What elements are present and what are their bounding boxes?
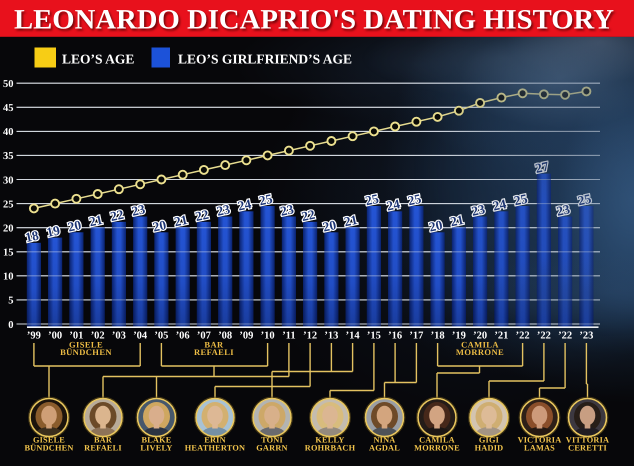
svg-text:20: 20 — [66, 217, 82, 235]
svg-text:20: 20 — [151, 217, 167, 235]
svg-text:’00: ’00 — [48, 330, 62, 341]
svg-text:NINA: NINA — [373, 436, 395, 445]
svg-text:REFAELI: REFAELI — [194, 347, 234, 357]
svg-text:HEATHERTON: HEATHERTON — [185, 444, 245, 453]
svg-text:’03: ’03 — [112, 330, 126, 341]
svg-text:20: 20 — [321, 217, 337, 235]
svg-text:REFAELI: REFAELI — [84, 444, 122, 453]
svg-text:40: 40 — [3, 127, 14, 138]
svg-text:BAR: BAR — [204, 339, 224, 349]
svg-text:LEO’S GIRLFRIEND’S AGE: LEO’S GIRLFRIEND’S AGE — [178, 51, 352, 66]
svg-text:HADID: HADID — [475, 444, 504, 453]
svg-text:GISELE: GISELE — [33, 436, 65, 445]
svg-text:25: 25 — [576, 191, 592, 209]
svg-text:’18: ’18 — [431, 330, 445, 341]
svg-text:GISELE: GISELE — [69, 339, 103, 349]
svg-text:’14: ’14 — [346, 330, 361, 341]
svg-text:GIGI: GIGI — [479, 436, 499, 445]
svg-text:21: 21 — [173, 212, 189, 229]
svg-text:’22: ’22 — [558, 330, 572, 341]
svg-text:’08: ’08 — [218, 330, 232, 341]
svg-text:35: 35 — [3, 151, 14, 162]
svg-text:21: 21 — [449, 212, 465, 229]
svg-text:24: 24 — [385, 196, 401, 214]
svg-text:27: 27 — [534, 158, 550, 176]
svg-text:’21: ’21 — [494, 330, 508, 341]
svg-text:’01: ’01 — [69, 330, 83, 341]
svg-text:25: 25 — [3, 199, 14, 210]
svg-text:’07: ’07 — [197, 330, 211, 341]
svg-text:CAMILA: CAMILA — [461, 339, 499, 349]
svg-text:’11: ’11 — [282, 330, 295, 341]
svg-text:22: 22 — [109, 207, 125, 225]
svg-text:23: 23 — [215, 201, 231, 219]
svg-text:24: 24 — [491, 196, 507, 214]
svg-text:5: 5 — [8, 296, 13, 307]
svg-text:BLAKE: BLAKE — [141, 436, 171, 445]
svg-text:GARRN: GARRN — [256, 444, 287, 453]
svg-text:50: 50 — [3, 79, 14, 90]
svg-text:25: 25 — [364, 191, 380, 209]
svg-text:’06: ’06 — [176, 330, 190, 341]
svg-text:’22: ’22 — [516, 330, 530, 341]
svg-text:22: 22 — [194, 207, 210, 225]
svg-text:BÜNDCHEN: BÜNDCHEN — [24, 444, 73, 453]
svg-text:21: 21 — [343, 212, 359, 229]
svg-text:LIVELY: LIVELY — [140, 444, 172, 453]
svg-text:’09: ’09 — [239, 330, 253, 341]
svg-text:’12: ’12 — [303, 330, 317, 341]
svg-text:KELLY: KELLY — [315, 436, 344, 445]
svg-text:MORRONE: MORRONE — [414, 444, 460, 453]
svg-text:18: 18 — [24, 228, 40, 246]
svg-text:’04: ’04 — [133, 330, 148, 341]
svg-text:ERIN: ERIN — [204, 436, 226, 445]
svg-text:15: 15 — [3, 248, 14, 259]
svg-text:ROHRBACH: ROHRBACH — [305, 444, 356, 453]
svg-text:LAMAS: LAMAS — [524, 444, 555, 453]
svg-text:’17: ’17 — [409, 330, 423, 341]
svg-text:’15: ’15 — [367, 330, 381, 341]
svg-text:20: 20 — [3, 224, 14, 235]
svg-text:22: 22 — [300, 207, 316, 225]
svg-text:’13: ’13 — [324, 330, 338, 341]
svg-text:BAR: BAR — [94, 436, 113, 445]
svg-text:25: 25 — [258, 191, 274, 209]
svg-text:23: 23 — [555, 201, 571, 219]
svg-text:AGDAL: AGDAL — [369, 444, 400, 453]
svg-text:’20: ’20 — [473, 330, 487, 341]
svg-text:LEONARDO DICAPRIO'S DATING HIS: LEONARDO DICAPRIO'S DATING HISTORY — [14, 5, 614, 36]
svg-text:VICTORIA: VICTORIA — [518, 436, 562, 445]
svg-text:BÜNDCHEN: BÜNDCHEN — [60, 347, 112, 357]
svg-text:’23: ’23 — [579, 330, 593, 341]
svg-text:10: 10 — [3, 272, 14, 283]
svg-text:TONI: TONI — [261, 436, 283, 445]
svg-text:’19: ’19 — [452, 330, 466, 341]
svg-text:VITTORIA: VITTORIA — [566, 436, 609, 445]
svg-text:’10: ’10 — [261, 330, 275, 341]
svg-text:23: 23 — [130, 201, 146, 219]
svg-text:25: 25 — [513, 191, 529, 209]
svg-text:MORRONE: MORRONE — [456, 347, 504, 357]
svg-text:20: 20 — [428, 217, 444, 235]
svg-text:25: 25 — [406, 191, 422, 209]
svg-text:0: 0 — [8, 320, 13, 331]
svg-text:23: 23 — [279, 201, 295, 219]
svg-text:23: 23 — [470, 201, 486, 219]
svg-text:30: 30 — [3, 175, 14, 186]
svg-text:24: 24 — [236, 196, 252, 214]
svg-text:CERETTI: CERETTI — [568, 444, 607, 453]
svg-text:19: 19 — [45, 222, 61, 240]
svg-text:’22: ’22 — [537, 330, 551, 341]
svg-text:CAMILA: CAMILA — [419, 436, 455, 445]
svg-text:’02: ’02 — [91, 330, 105, 341]
svg-text:’05: ’05 — [154, 330, 168, 341]
svg-text:21: 21 — [88, 212, 104, 229]
svg-text:LEO’S AGE: LEO’S AGE — [62, 51, 134, 66]
svg-text:’16: ’16 — [388, 330, 402, 341]
svg-text:45: 45 — [3, 103, 14, 114]
svg-text:’99: ’99 — [27, 330, 41, 341]
